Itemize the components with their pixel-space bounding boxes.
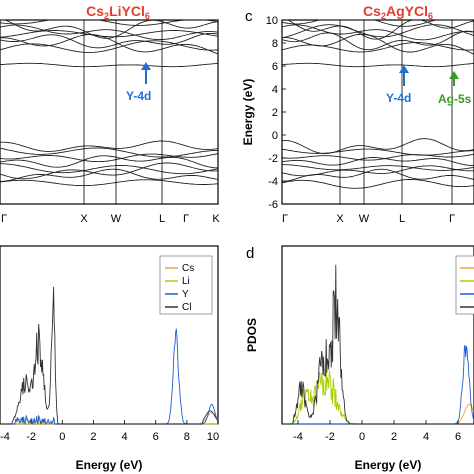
band-line xyxy=(281,62,474,68)
panel-c-title: Cs2AgYCl6 xyxy=(363,3,433,21)
pdos-cl xyxy=(0,286,219,425)
xtick-label: -2 xyxy=(26,431,36,443)
band-line xyxy=(281,24,474,41)
legend-cs: Cs xyxy=(182,263,194,274)
band-line xyxy=(281,157,474,166)
kpoint-label: W xyxy=(111,213,122,225)
band-line xyxy=(281,24,474,39)
band-line xyxy=(0,40,219,53)
xtick-label: 0 xyxy=(59,431,65,443)
band-line xyxy=(281,153,474,161)
panel-a-y4d-label: Y-4d xyxy=(126,89,151,103)
panel-c-y4d-label: Y-4d xyxy=(386,91,411,105)
band-line xyxy=(281,148,474,156)
band-line xyxy=(281,164,474,171)
panel-a-y4d-annotation: Y-4d xyxy=(126,62,151,103)
band-line xyxy=(282,138,474,154)
band-line xyxy=(0,19,219,26)
band-line xyxy=(281,30,474,51)
panel-d-pdos: -4 -2 0 2 4 6 PDOS Energy (eV) xyxy=(245,245,474,472)
band-line xyxy=(0,62,219,68)
panel-b-pdos: -4 -2 0 2 4 6 8 10 Cs Li Y Cl Energy (eV) xyxy=(0,245,219,472)
band-line xyxy=(281,179,474,189)
band-line xyxy=(0,163,219,175)
panel-d-xlabel: Energy (eV) xyxy=(355,458,422,472)
pdos-y xyxy=(0,328,219,426)
xtick-label: 10 xyxy=(207,431,219,443)
ytick-label: -2 xyxy=(268,153,278,165)
band-line xyxy=(281,168,474,182)
kpoint-label: Γ xyxy=(183,213,189,225)
xtick-label: 4 xyxy=(423,431,429,443)
ytick-label: -4 xyxy=(268,176,278,188)
panel-c-letter: c xyxy=(245,8,253,25)
xtick-label: -4 xyxy=(293,431,303,443)
panel-a-frame xyxy=(0,19,219,205)
panel-c-bands: Γ X W L Γ 10 8 6 4 2 0 -2 -4 -6 Energy (eV) xyxy=(241,15,474,225)
xtick-label: 0 xyxy=(359,431,365,443)
xtick-label: 4 xyxy=(122,431,128,443)
ytick-label: 2 xyxy=(272,107,278,119)
band-line xyxy=(0,32,219,49)
band-line xyxy=(281,19,474,27)
kpoint-label: X xyxy=(336,213,344,225)
xtick-label: 2 xyxy=(90,431,96,443)
panel-c-ag5s-annotation: Ag-5s xyxy=(438,71,472,106)
xtick-label: 6 xyxy=(455,431,461,443)
kpoint-label: X xyxy=(80,213,88,225)
panel-a-title: Cs2LiYCl6 xyxy=(86,3,150,21)
ytick-label: 4 xyxy=(272,84,278,96)
band-line xyxy=(282,19,474,40)
kpoint-label: W xyxy=(359,213,370,225)
kpoint-label: L xyxy=(159,213,165,225)
panel-c-y4d-annotation: Y-4d xyxy=(386,65,411,105)
pdos-ag xyxy=(282,360,474,425)
band-line xyxy=(0,24,219,41)
band-line xyxy=(0,30,219,38)
kpoint-label: Γ xyxy=(449,213,455,225)
xtick-label: 6 xyxy=(153,431,159,443)
band-line xyxy=(0,19,219,39)
xtick-label: 8 xyxy=(184,431,190,443)
kpoint-label: Γ xyxy=(282,213,288,225)
ytick-label: 8 xyxy=(272,38,278,50)
panel-c-ag5s-label: Ag-5s xyxy=(438,92,472,106)
xtick-label: -2 xyxy=(325,431,335,443)
band-line xyxy=(0,147,218,158)
band-line xyxy=(0,155,218,169)
panel-d-ylabel: PDOS xyxy=(245,318,259,352)
panel-b-legend: Cs Li Y Cl xyxy=(159,255,213,315)
panel-c-ylabel: Energy (eV) xyxy=(241,79,255,146)
pdos-y xyxy=(282,345,474,425)
band-line xyxy=(0,140,219,152)
kpoint-label: K xyxy=(212,213,220,225)
band-line xyxy=(281,42,474,53)
legend-cl: Cl xyxy=(182,302,191,313)
legend-li: Li xyxy=(182,276,190,287)
legend-y: Y xyxy=(182,289,189,300)
kpoint-label: Γ xyxy=(1,213,7,225)
panel-d-letter: d xyxy=(246,245,254,262)
band-line xyxy=(0,153,219,163)
band-line xyxy=(0,168,219,182)
ytick-label: -6 xyxy=(268,199,278,211)
pdos-cs xyxy=(282,403,474,425)
panel-b-xlabel: Energy (eV) xyxy=(76,458,143,472)
kpoint-label: L xyxy=(399,213,405,225)
panel-d-legend xyxy=(455,255,474,315)
band-line xyxy=(0,162,219,180)
xtick-label: 2 xyxy=(391,431,397,443)
xtick-label: -4 xyxy=(0,431,10,443)
ytick-label: 10 xyxy=(266,15,278,27)
band-line xyxy=(0,34,219,55)
pdos-cl xyxy=(282,264,474,425)
band-line xyxy=(0,179,219,187)
ytick-label: 0 xyxy=(272,130,278,142)
ytick-label: 6 xyxy=(272,61,278,73)
